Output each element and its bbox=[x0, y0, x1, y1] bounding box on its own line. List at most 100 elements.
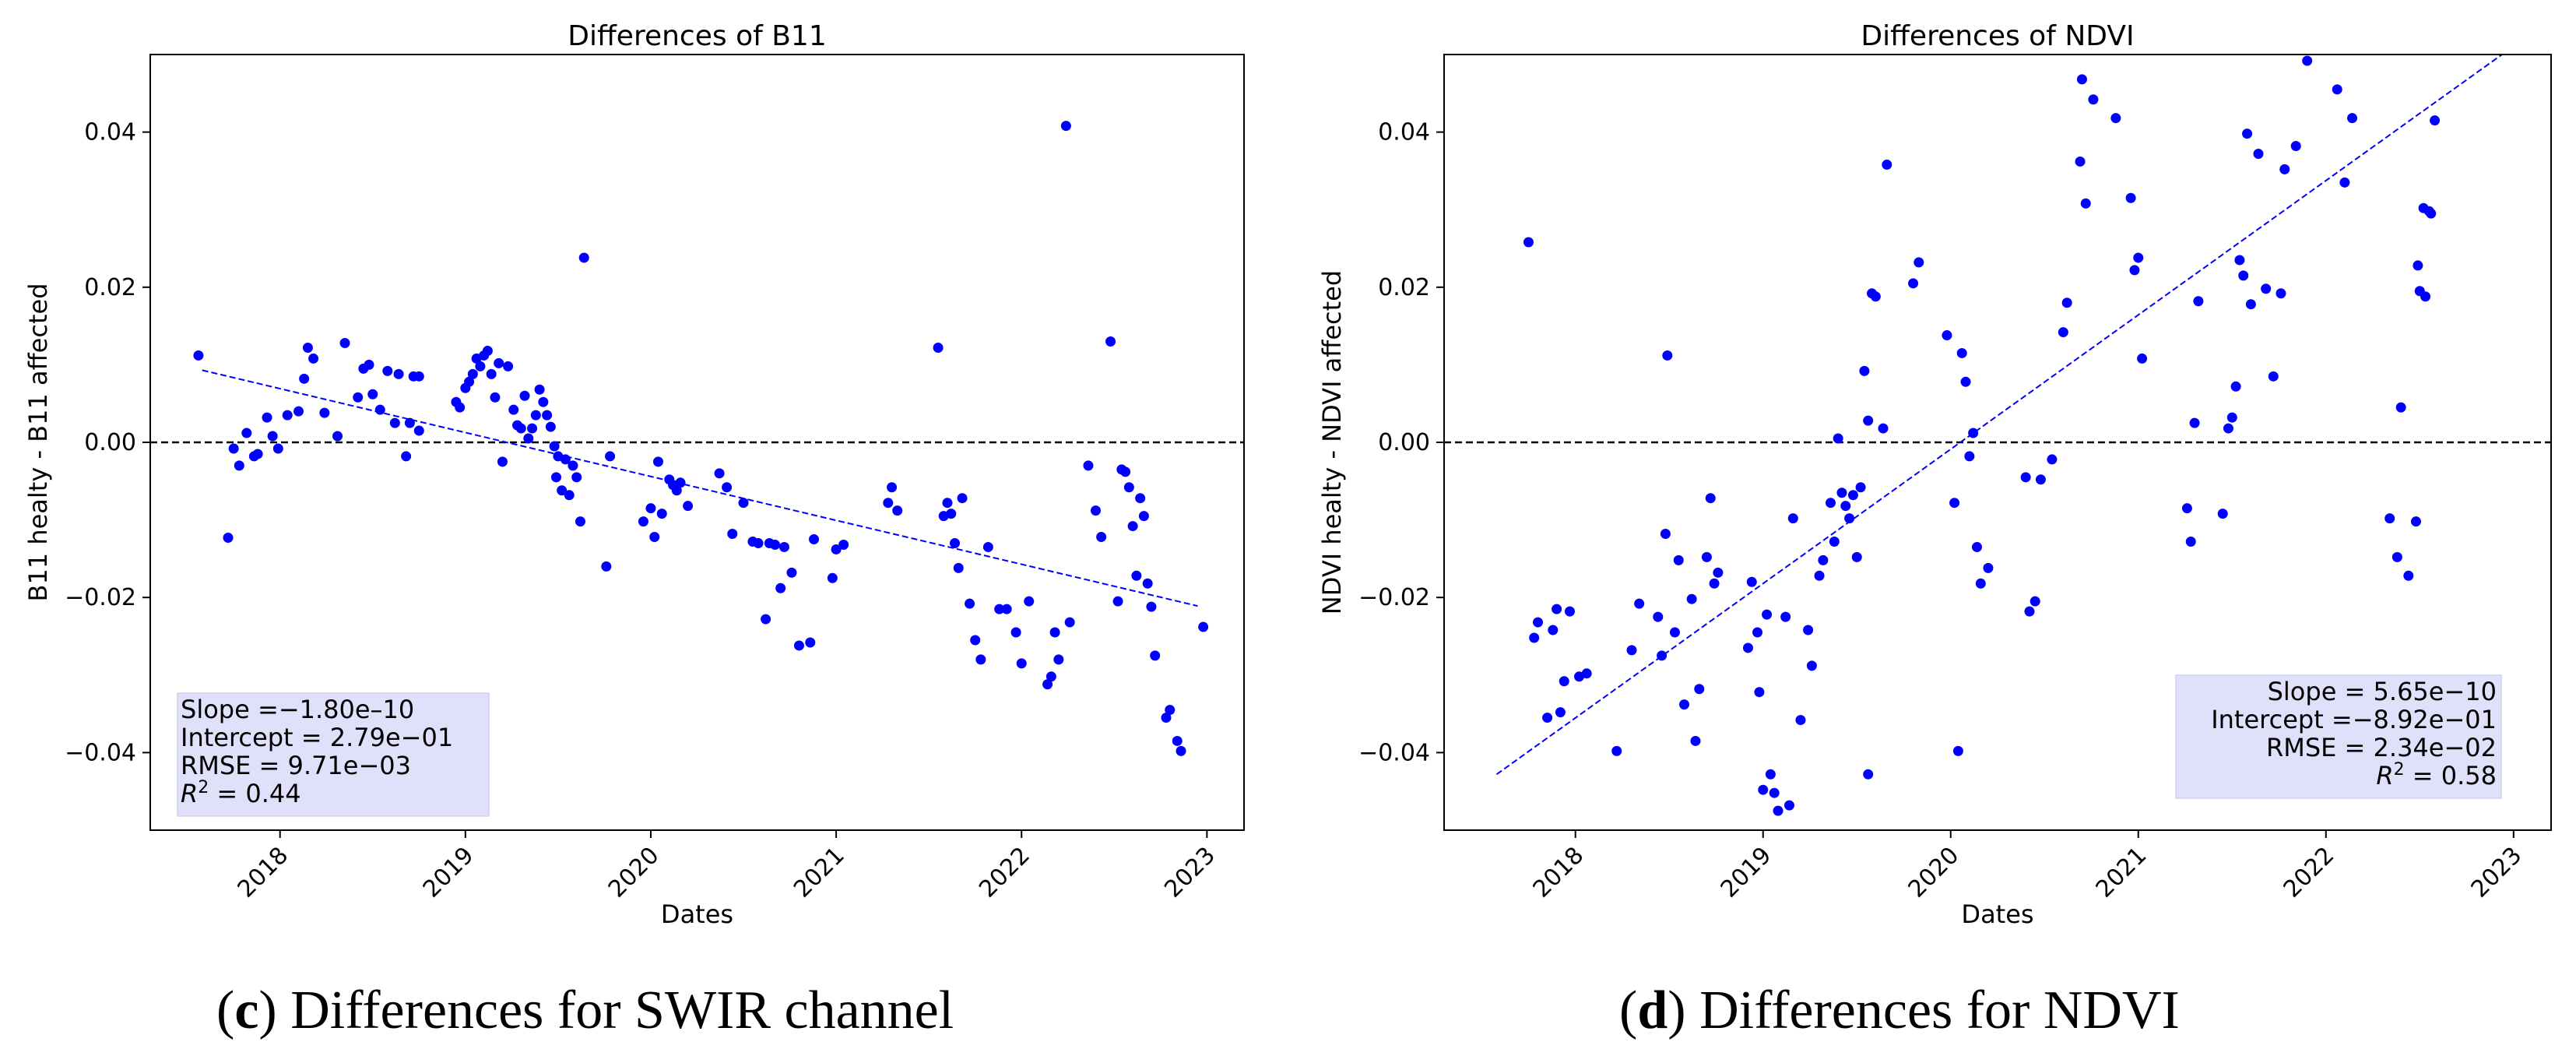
figure-caption: (d) Differences for NDVI bbox=[1619, 980, 2180, 1040]
data-point bbox=[2332, 84, 2342, 95]
data-point bbox=[2185, 536, 2196, 547]
stats-box-background bbox=[177, 692, 490, 817]
data-point bbox=[1146, 601, 1157, 612]
data-point bbox=[957, 493, 968, 504]
data-point bbox=[1803, 625, 1814, 635]
data-point bbox=[761, 614, 771, 625]
data-point bbox=[1542, 713, 1553, 723]
data-point bbox=[228, 443, 239, 454]
data-point bbox=[2268, 371, 2279, 382]
data-point bbox=[223, 533, 234, 544]
data-point bbox=[193, 350, 204, 361]
data-point bbox=[413, 371, 424, 382]
data-point bbox=[538, 396, 549, 407]
data-point bbox=[401, 451, 412, 462]
data-point bbox=[1694, 684, 1705, 695]
data-point bbox=[1060, 121, 1071, 132]
data-point bbox=[1105, 336, 1116, 347]
data-point bbox=[1806, 660, 1817, 671]
data-point bbox=[393, 368, 404, 379]
data-point bbox=[1165, 705, 1176, 716]
data-point bbox=[389, 417, 400, 428]
data-point bbox=[656, 509, 667, 519]
data-point bbox=[1949, 498, 1960, 509]
data-point bbox=[2024, 606, 2035, 617]
data-point bbox=[1878, 423, 1889, 434]
x-axis-label: Dates bbox=[661, 899, 733, 929]
data-point bbox=[1090, 505, 1101, 516]
data-point bbox=[1198, 621, 1209, 632]
data-point bbox=[683, 501, 694, 512]
data-point bbox=[282, 410, 293, 421]
data-point bbox=[319, 407, 330, 418]
data-point bbox=[519, 390, 530, 401]
data-point bbox=[1669, 627, 1680, 638]
data-point bbox=[515, 423, 526, 434]
data-point bbox=[302, 342, 313, 353]
data-point bbox=[2189, 417, 2200, 428]
data-point bbox=[970, 635, 981, 646]
data-point bbox=[2384, 513, 2395, 524]
data-point bbox=[299, 373, 310, 384]
data-point bbox=[234, 460, 244, 471]
data-point bbox=[1705, 493, 1716, 504]
y-tick-label: −0.02 bbox=[65, 584, 136, 611]
data-point bbox=[2129, 265, 2140, 276]
data-point bbox=[2403, 570, 2414, 581]
data-point bbox=[1859, 365, 1870, 376]
data-point bbox=[2076, 74, 2087, 85]
data-point bbox=[1754, 687, 1765, 698]
data-point bbox=[1138, 511, 1149, 522]
data-point bbox=[1112, 596, 1123, 607]
data-point bbox=[1690, 735, 1701, 746]
data-point bbox=[339, 338, 350, 349]
y-tick-label: 0.04 bbox=[1378, 119, 1430, 146]
data-point bbox=[1131, 570, 1142, 581]
data-point bbox=[1552, 604, 1562, 614]
data-point bbox=[374, 404, 385, 415]
stats-rmse: RMSE = 9.71e−03 bbox=[181, 751, 411, 780]
data-point bbox=[1863, 415, 1874, 426]
data-point bbox=[497, 456, 508, 467]
panel-ndvi: Differences of NDVI 0.04 0.02 0.00 −0.02 −0.0… bbox=[1317, 20, 2552, 1040]
data-point bbox=[1548, 625, 1559, 635]
data-point bbox=[675, 477, 686, 488]
data-point bbox=[793, 640, 804, 651]
data-point bbox=[1780, 611, 1791, 622]
data-point bbox=[542, 410, 553, 421]
stats-intercept: Intercept = 2.79e−01 bbox=[181, 723, 453, 752]
data-point bbox=[1150, 650, 1161, 661]
data-point bbox=[805, 637, 816, 648]
data-point bbox=[1529, 632, 1540, 643]
data-point bbox=[482, 345, 493, 356]
data-point bbox=[2133, 252, 2144, 263]
data-point bbox=[2193, 296, 2204, 307]
data-point bbox=[2181, 503, 2192, 514]
data-point bbox=[1653, 611, 1664, 622]
data-point bbox=[714, 468, 725, 479]
y-axis-label: NDVI healty - NDVI affected bbox=[1317, 270, 1347, 614]
data-point bbox=[1814, 570, 1825, 581]
data-point bbox=[2125, 192, 2136, 203]
data-point bbox=[1847, 490, 1858, 501]
panel-b11: Differences of B11 0.04 0.02 0.00 −0.02 −0.04… bbox=[23, 20, 1245, 1040]
data-point bbox=[1634, 598, 1645, 609]
data-point bbox=[892, 505, 903, 516]
data-point bbox=[1001, 604, 1012, 614]
data-point bbox=[1127, 521, 1138, 532]
data-point bbox=[1161, 713, 1172, 723]
data-point bbox=[671, 485, 682, 496]
data-points bbox=[1523, 55, 2441, 816]
data-point bbox=[1773, 805, 1784, 816]
data-point bbox=[2391, 551, 2402, 562]
data-point bbox=[605, 451, 616, 462]
data-point bbox=[638, 516, 648, 527]
data-point bbox=[2279, 164, 2290, 174]
data-point bbox=[1176, 745, 1186, 756]
x-axis-label: Dates bbox=[1961, 899, 2033, 929]
data-point bbox=[1758, 784, 1769, 795]
data-point bbox=[2253, 148, 2264, 159]
data-point bbox=[241, 428, 252, 438]
trend-line bbox=[202, 369, 1198, 607]
